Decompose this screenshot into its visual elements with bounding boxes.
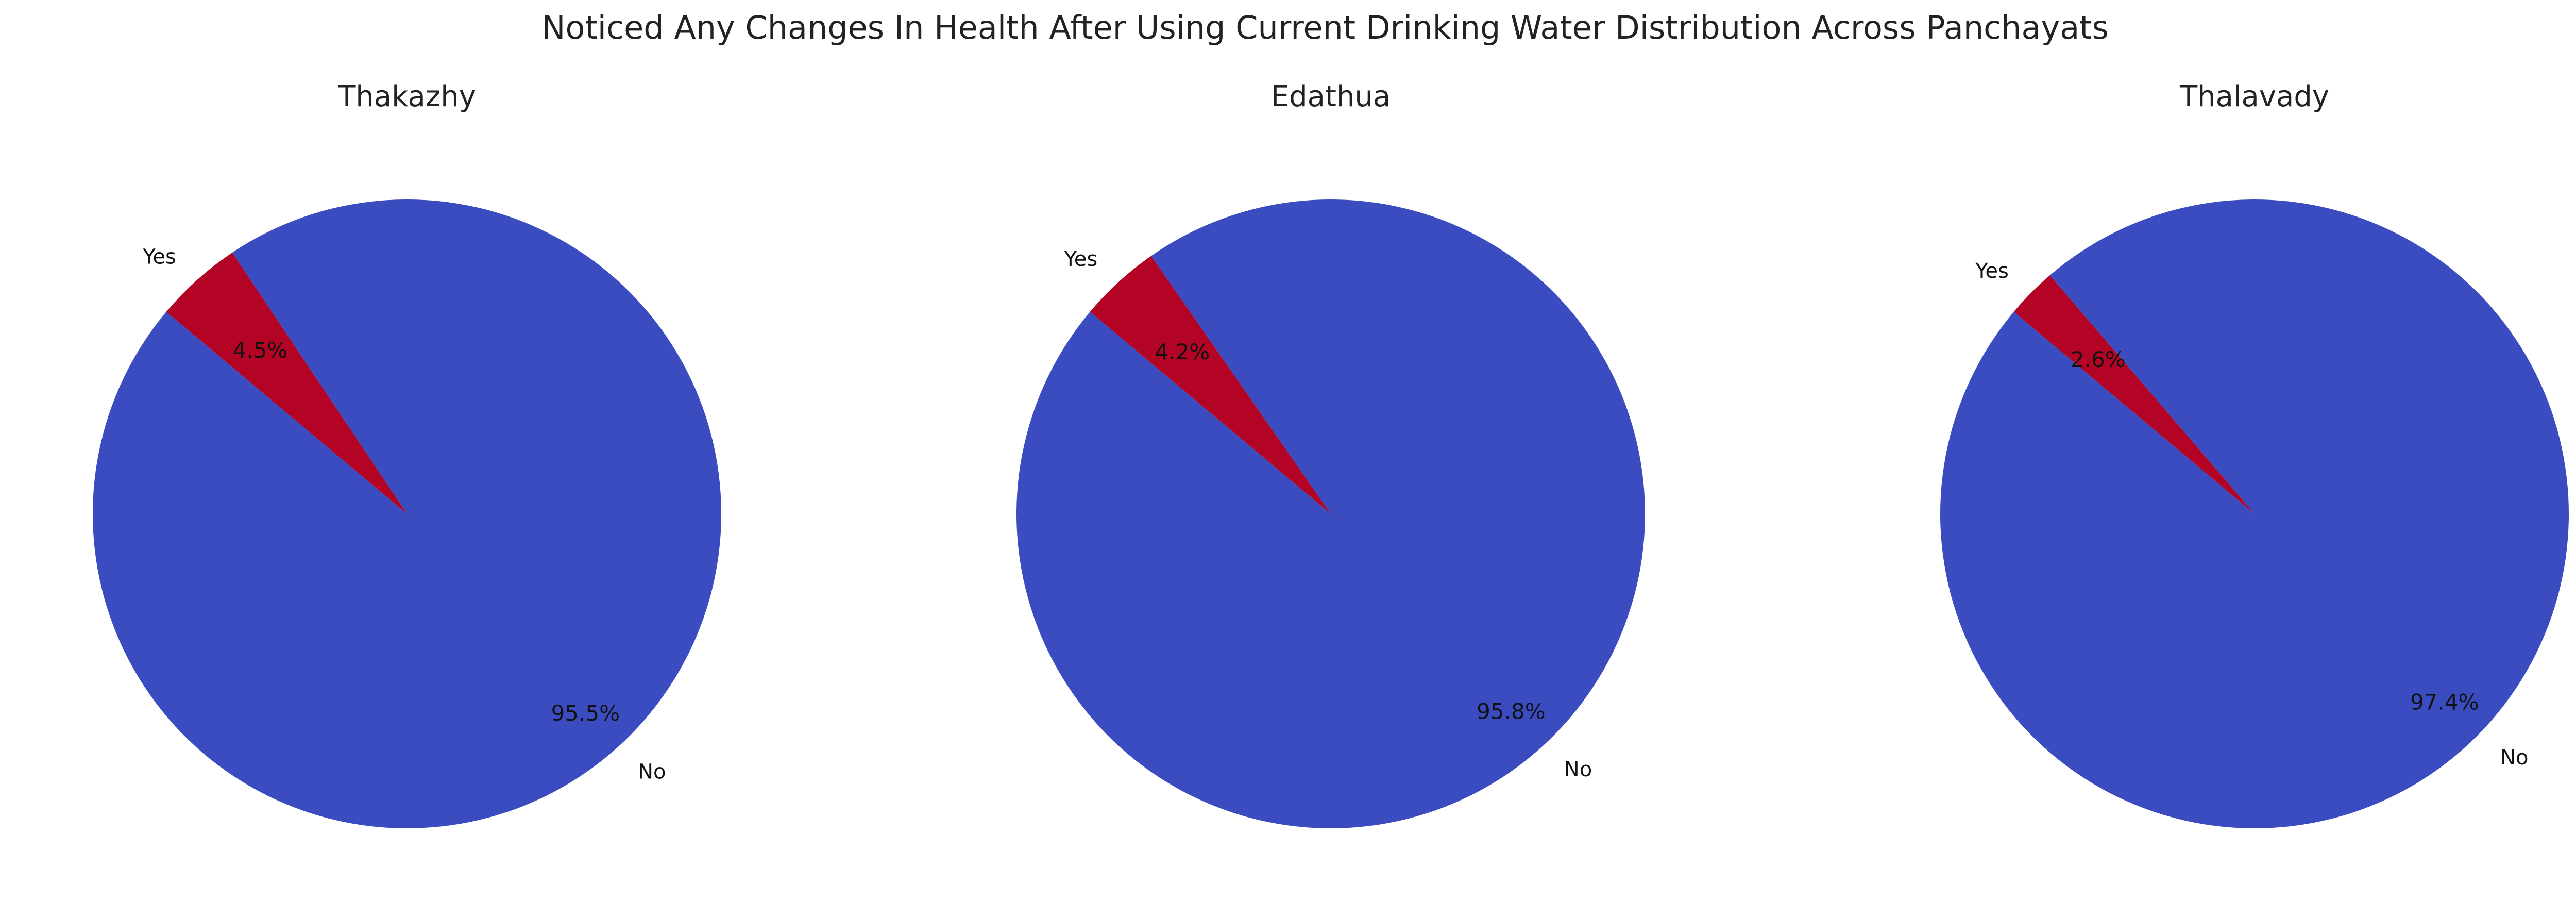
pie-slice-yes <box>2013 275 2255 514</box>
slice-percentage-no: 95.8% <box>1477 699 1545 724</box>
subplot-title: Edathua <box>1271 80 1391 113</box>
pie-slice-yes <box>166 253 407 514</box>
subplot-title: Thalavady <box>2179 80 2329 113</box>
slice-percentage-no: 97.4% <box>2410 690 2479 715</box>
slice-label-no: No <box>638 760 666 783</box>
pie-slice-no <box>1940 199 2569 829</box>
slice-label-yes: Yes <box>1975 259 2009 283</box>
slice-label-yes: Yes <box>142 245 176 269</box>
slice-percentage-no: 95.5% <box>551 701 620 726</box>
subplots-group: Thakazhy No 95.5% Yes 4.5% Edathua No 95.8% Yes 4… <box>92 80 2569 829</box>
pie-subplot-edathua: Edathua No 95.8% Yes 4.2% <box>1016 80 1645 829</box>
pie-subplot-thakazhy: Thakazhy No 95.5% Yes 4.5% <box>92 80 721 829</box>
slice-percentage-yes: 4.2% <box>1155 339 1210 364</box>
subplot-title: Thakazhy <box>337 80 476 113</box>
pie-slice-no <box>1016 199 1645 829</box>
pie-subplot-thalavady: Thalavady No 97.4% Yes 2.6% <box>1940 80 2569 829</box>
slice-label-yes: Yes <box>1064 247 1098 271</box>
slice-percentage-yes: 4.5% <box>232 338 287 363</box>
figure-title: Noticed Any Changes In Health After Usin… <box>541 9 2109 46</box>
slice-percentage-yes: 2.6% <box>2071 347 2126 372</box>
slice-label-no: No <box>1564 758 1592 781</box>
slice-label-no: No <box>2500 746 2528 770</box>
pie-slice-yes <box>1090 256 1331 514</box>
